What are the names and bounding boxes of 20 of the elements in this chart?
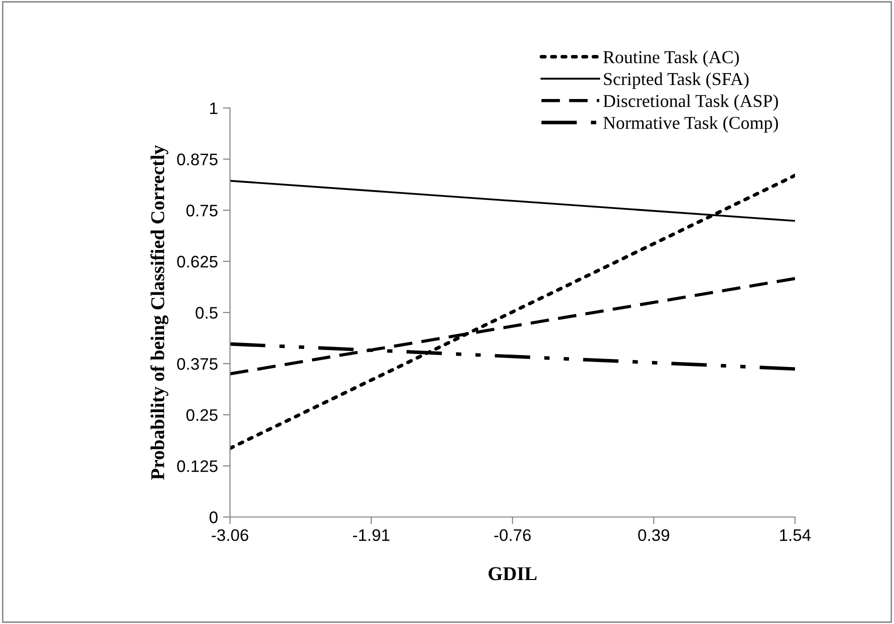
y-tick-label: 0 bbox=[210, 511, 218, 524]
y-tick-label: 0.75 bbox=[186, 204, 218, 216]
y-tick-label: 0.125 bbox=[177, 460, 218, 472]
legend-label: Normative Task (Comp) bbox=[603, 116, 778, 133]
y-tick-label: 0.25 bbox=[186, 409, 218, 421]
y-tick-label: 0.625 bbox=[177, 256, 218, 268]
y-tick-label: 0.875 bbox=[177, 154, 218, 166]
y-axis-title: Probability of being Classified Correctly bbox=[150, 145, 168, 480]
legend-label: Scripted Task (SFA) bbox=[604, 72, 749, 89]
y-tick-label: 0.375 bbox=[177, 358, 218, 370]
y-tick-label: 1 bbox=[210, 102, 218, 114]
y-tick-label: 0.5 bbox=[196, 306, 218, 319]
x-tick-label: -1.91 bbox=[352, 529, 390, 542]
legend-label: Routine Task (AC) bbox=[603, 50, 739, 67]
legend-label: Discretional Task (ASP) bbox=[603, 94, 778, 111]
x-axis-title: GDIL bbox=[488, 567, 537, 580]
x-tick-label: -0.76 bbox=[494, 529, 531, 542]
x-tick-label: 1.54 bbox=[780, 529, 811, 542]
x-tick-label: -3.06 bbox=[212, 529, 248, 542]
x-tick-label: 0.39 bbox=[638, 529, 670, 542]
